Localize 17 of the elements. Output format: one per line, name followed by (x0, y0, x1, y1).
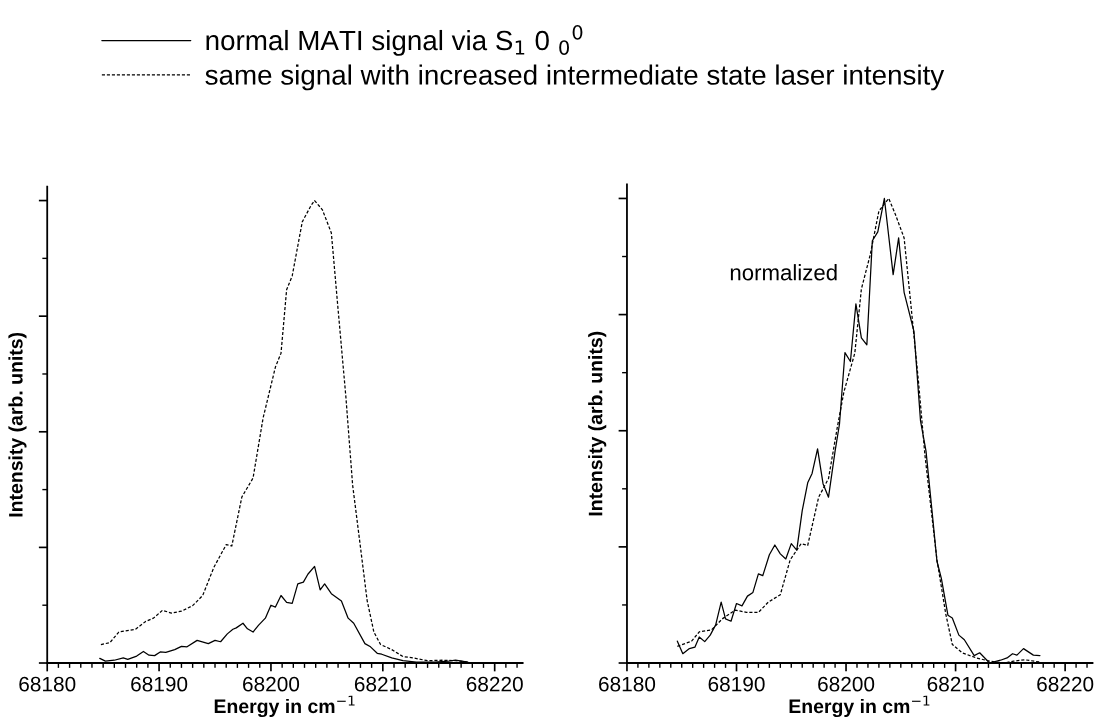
x-tick-label: 68220 (1037, 676, 1094, 692)
annotation: normalized (730, 264, 837, 281)
x-axis-title: Energy in cm$^{−1}$ (789, 695, 930, 718)
x-tick-label: 68180 (599, 676, 656, 692)
y-axis-title: Intensity (arb. units) (8, 332, 27, 517)
y-axis-title: Intensity (arb. units) (588, 331, 607, 516)
x-tick-label: 68200 (243, 676, 300, 692)
x-tick-label: 68220 (466, 676, 523, 692)
legend-label: normal MATI signal via S$_{1}$ 0 $_{0}$$^{0}$ (206, 25, 583, 56)
x-tick-label: 68210 (354, 676, 411, 692)
x-tick-label: 68200 (818, 676, 875, 692)
x-tick-label: 68190 (708, 676, 765, 692)
legend-label: same signal with increased intermediate state laser intensity (205, 64, 945, 91)
x-tick-label: 68180 (19, 676, 76, 692)
x-tick-label: 68190 (131, 676, 188, 692)
x-axis-title: Energy in cm$^{−1}$ (214, 695, 355, 718)
x-tick-label: 68210 (927, 676, 984, 692)
